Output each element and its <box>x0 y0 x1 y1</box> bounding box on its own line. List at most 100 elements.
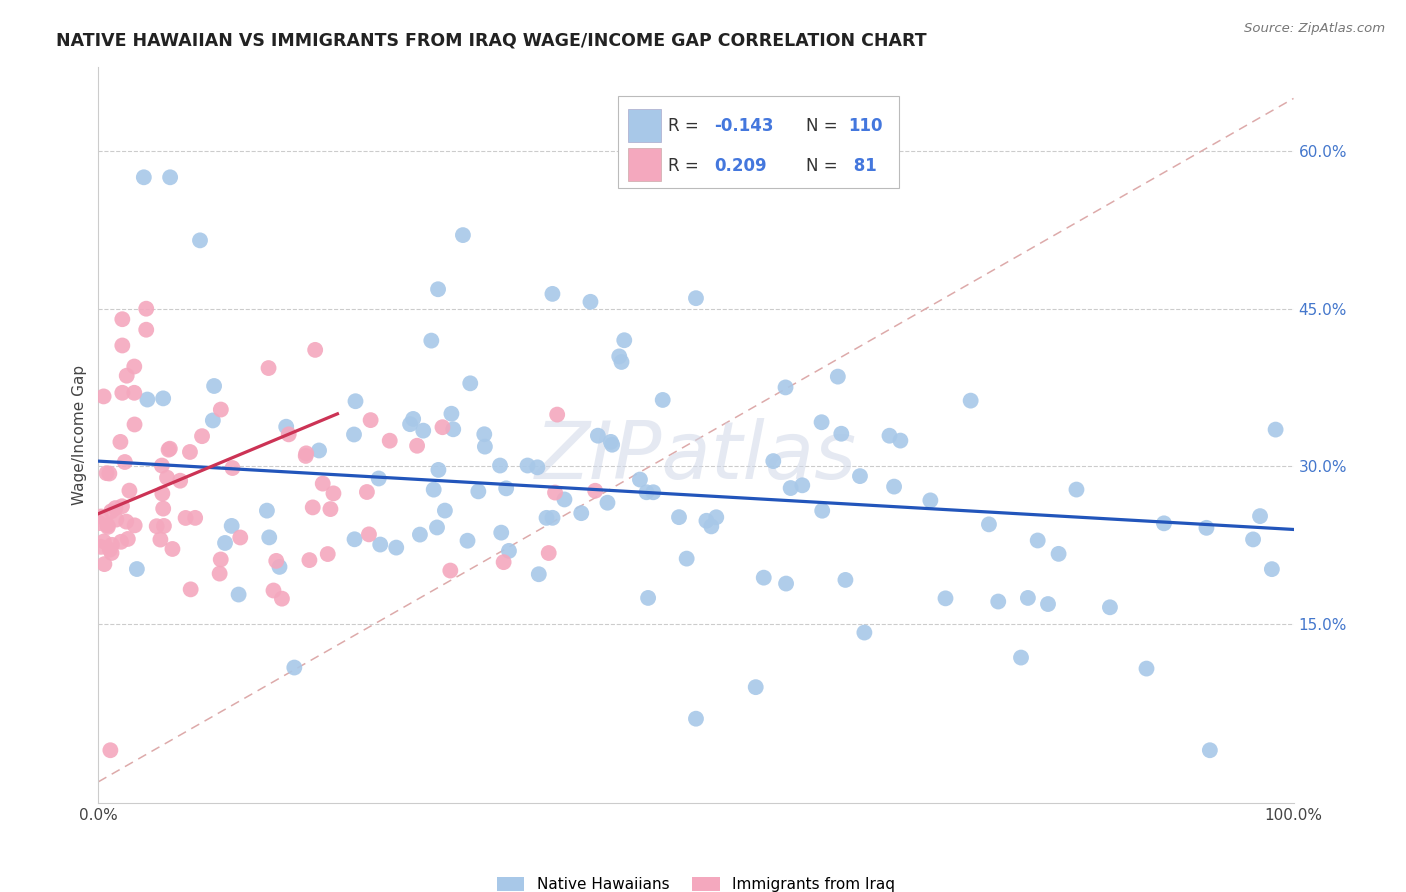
Point <box>1195 521 1218 535</box>
Point <box>96 466 118 480</box>
Point <box>152 501 174 516</box>
Point <box>269 560 291 574</box>
Point <box>367 471 389 485</box>
Point <box>1264 423 1286 437</box>
Point <box>458 376 481 391</box>
Point <box>264 554 287 568</box>
Point <box>304 343 326 357</box>
Point <box>184 511 207 525</box>
Point <box>432 420 454 434</box>
Point <box>159 170 181 185</box>
Point <box>343 427 366 442</box>
Point <box>1261 562 1284 576</box>
Point <box>145 519 167 533</box>
Point <box>596 496 619 510</box>
Point <box>312 476 335 491</box>
Point <box>495 481 517 495</box>
Point <box>117 532 139 546</box>
Point <box>132 170 155 185</box>
Point <box>93 534 115 549</box>
Point <box>675 551 697 566</box>
Point <box>920 493 942 508</box>
Point <box>668 510 690 524</box>
Point <box>546 408 568 422</box>
Point <box>202 379 225 393</box>
Point <box>775 380 797 394</box>
Point <box>229 531 252 545</box>
Point <box>441 422 464 436</box>
Point <box>101 538 124 552</box>
Point <box>1135 662 1157 676</box>
Point <box>209 552 232 566</box>
Point <box>118 483 141 498</box>
Point <box>105 512 128 526</box>
Point <box>378 434 401 448</box>
Point <box>811 504 834 518</box>
Text: N =: N = <box>806 117 842 135</box>
Point <box>1249 509 1271 524</box>
Point <box>959 393 981 408</box>
Point <box>427 463 450 477</box>
Point <box>124 385 146 400</box>
Point <box>426 520 449 534</box>
Point <box>221 519 243 533</box>
Point <box>607 350 630 364</box>
FancyBboxPatch shape <box>619 96 900 188</box>
Point <box>422 483 444 497</box>
Point <box>412 424 434 438</box>
Point <box>1010 650 1032 665</box>
Point <box>827 369 849 384</box>
Point <box>98 542 121 557</box>
Text: ZIPatlas: ZIPatlas <box>534 418 858 496</box>
Point <box>322 486 344 500</box>
Point <box>451 228 474 243</box>
Point <box>124 417 146 432</box>
Point <box>356 485 378 500</box>
Point <box>527 567 550 582</box>
Point <box>977 517 1000 532</box>
Text: 0.209: 0.209 <box>714 157 766 175</box>
Point <box>344 394 367 409</box>
Point <box>152 392 174 406</box>
Text: 81: 81 <box>848 157 876 175</box>
Point <box>298 553 321 567</box>
Point <box>104 501 127 516</box>
Point <box>316 547 339 561</box>
Point <box>1153 516 1175 531</box>
Point <box>1241 533 1264 547</box>
Point <box>221 461 243 475</box>
Point <box>810 415 832 429</box>
Point <box>149 533 172 547</box>
Point <box>427 282 450 296</box>
Point <box>492 555 515 569</box>
Point <box>385 541 408 555</box>
Point <box>1036 597 1059 611</box>
Point <box>162 541 184 556</box>
Y-axis label: Wage/Income Gap: Wage/Income Gap <box>72 365 87 505</box>
Point <box>1066 483 1088 497</box>
Point <box>402 412 425 426</box>
Point <box>111 385 134 400</box>
Point <box>987 594 1010 608</box>
Point <box>489 458 512 473</box>
Point <box>700 519 723 533</box>
Point <box>271 591 294 606</box>
Point <box>467 484 489 499</box>
Point <box>156 470 179 484</box>
Point <box>209 402 232 417</box>
Point <box>834 573 856 587</box>
Point <box>100 504 122 518</box>
Point <box>169 474 191 488</box>
Point <box>263 583 285 598</box>
Point <box>93 389 115 403</box>
Point <box>208 566 231 581</box>
Point <box>406 439 429 453</box>
Point <box>135 301 157 316</box>
Point <box>762 454 785 468</box>
Point <box>1026 533 1049 548</box>
Text: R =: R = <box>668 117 704 135</box>
Point <box>544 485 567 500</box>
Point <box>474 440 496 454</box>
Point <box>685 712 707 726</box>
Point <box>613 333 636 347</box>
